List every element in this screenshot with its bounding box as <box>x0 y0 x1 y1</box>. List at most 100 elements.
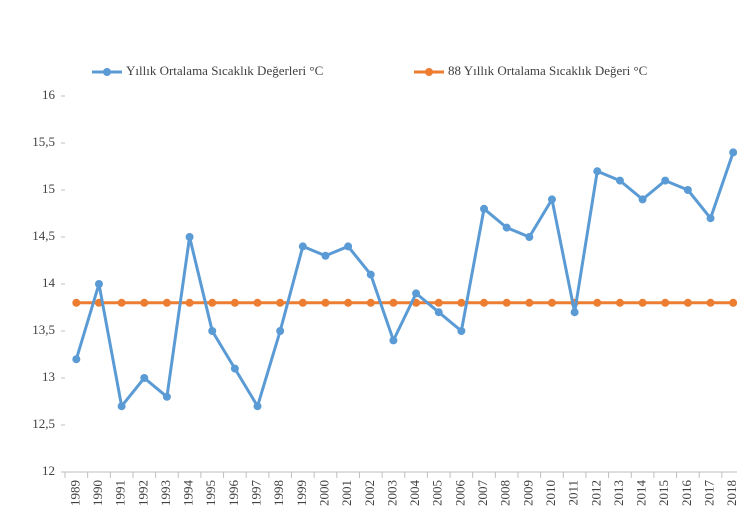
x-tick-label: 1997 <box>249 480 264 507</box>
point <box>140 374 149 382</box>
x-tick-label: 1991 <box>113 480 128 506</box>
point <box>298 242 307 251</box>
y-tick-label: 16 <box>42 87 56 102</box>
point <box>117 298 126 307</box>
y-tick-label: 15 <box>42 181 55 196</box>
legend-marker <box>425 68 433 76</box>
point <box>276 298 285 307</box>
point <box>298 298 307 307</box>
x-tick-label: 1990 <box>90 480 105 506</box>
x-tick-label: 2004 <box>407 480 422 507</box>
point <box>140 298 149 307</box>
point <box>570 308 579 317</box>
point <box>389 298 398 307</box>
x-tick-label: 2013 <box>611 480 626 506</box>
point <box>276 327 285 335</box>
point <box>457 327 466 335</box>
x-tick-label: 2007 <box>475 480 490 507</box>
x-tick-label: 2015 <box>656 480 671 506</box>
point <box>638 195 647 204</box>
series-line <box>74 151 735 408</box>
point <box>729 148 737 157</box>
point <box>185 298 194 307</box>
point <box>525 233 534 241</box>
y-tick-label: 14 <box>42 275 56 290</box>
x-tick-label: 2003 <box>384 480 399 506</box>
point <box>661 298 670 307</box>
legend-label: Yıllık Ortalama Sıcaklık Değerleri °C <box>126 63 323 78</box>
point <box>502 223 511 232</box>
x-tick-label: 2010 <box>543 480 558 506</box>
x-tick-label: 2016 <box>679 480 694 507</box>
x-tick-label: 1995 <box>203 480 218 506</box>
point <box>253 298 262 307</box>
point <box>434 308 443 317</box>
point <box>706 298 715 307</box>
x-tick-label: 1996 <box>226 480 241 507</box>
point <box>208 327 217 335</box>
point <box>729 298 737 307</box>
legend-label: 88 Yıllık Ortalama Sıcaklık Değeri °C <box>448 63 647 78</box>
x-tick-label: 2008 <box>498 480 513 506</box>
y-tick-label: 13,5 <box>32 322 55 337</box>
point <box>253 402 262 411</box>
y-tick-label: 14,5 <box>32 228 55 243</box>
point <box>72 355 81 364</box>
point <box>412 289 421 298</box>
point <box>389 336 398 345</box>
point <box>525 298 534 307</box>
x-tick-label: 2009 <box>520 480 535 506</box>
point <box>683 186 692 194</box>
point <box>434 298 443 307</box>
x-tick-label: 2001 <box>339 480 354 506</box>
point <box>185 233 194 241</box>
point <box>615 176 624 185</box>
point <box>593 298 602 307</box>
point <box>321 298 330 307</box>
x-tick-label: 2011 <box>566 480 581 506</box>
x-tick-label: 2000 <box>316 480 331 506</box>
y-tick-label: 13 <box>42 369 55 384</box>
point <box>638 298 647 307</box>
x-tick-label: 2006 <box>452 480 467 507</box>
point <box>706 214 715 223</box>
point <box>321 251 330 260</box>
point <box>502 298 511 307</box>
point <box>344 242 353 251</box>
point <box>117 402 126 411</box>
point <box>344 298 353 307</box>
x-tick-label: 1999 <box>294 480 309 506</box>
x-tick-label: 2017 <box>702 480 717 507</box>
point <box>593 167 602 176</box>
x-tick-label: 1998 <box>271 480 286 506</box>
point <box>366 298 375 307</box>
x-tick-label: 2002 <box>362 480 377 506</box>
x-tick-label: 2005 <box>430 480 445 506</box>
y-tick-label: 12 <box>42 463 55 478</box>
point <box>94 280 103 288</box>
point <box>661 176 670 185</box>
point <box>480 204 489 213</box>
point <box>208 298 217 307</box>
point <box>683 298 692 307</box>
point <box>230 364 239 373</box>
point <box>457 298 466 307</box>
point <box>72 298 81 307</box>
point <box>230 298 239 307</box>
x-tick-label: 1994 <box>181 480 196 507</box>
x-tick-label: 1993 <box>158 480 173 506</box>
x-tick-label: 2014 <box>634 480 649 507</box>
y-tick-label: 12,5 <box>32 416 55 431</box>
point <box>162 392 171 401</box>
point <box>480 298 489 307</box>
legend-marker <box>103 68 111 76</box>
x-tick-label: 1989 <box>67 480 82 506</box>
y-tick-label: 15,5 <box>32 134 55 149</box>
x-tick-label: 2018 <box>724 480 737 506</box>
x-tick-label: 2012 <box>588 480 603 506</box>
point <box>547 195 556 204</box>
point <box>547 298 556 307</box>
x-tick-label: 1992 <box>135 480 150 506</box>
